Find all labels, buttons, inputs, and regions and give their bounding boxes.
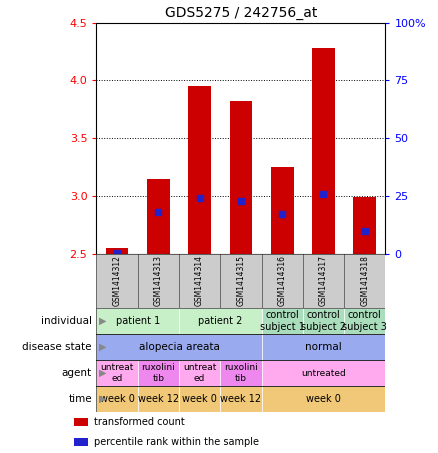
Bar (106, 248, 128, 254)
Bar (220, 254, 261, 308)
Text: disease state: disease state (22, 342, 92, 352)
Bar (74, 418, 88, 426)
Bar (96, 360, 138, 386)
Text: week 0: week 0 (306, 394, 341, 404)
Text: agent: agent (62, 368, 92, 378)
Text: untreat
ed: untreat ed (183, 363, 216, 383)
Bar (96, 386, 138, 412)
Text: week 12: week 12 (220, 394, 261, 404)
Bar (271, 167, 293, 254)
Text: GSM1414315: GSM1414315 (237, 255, 245, 306)
Text: week 0: week 0 (99, 394, 134, 404)
Text: week 0: week 0 (182, 394, 217, 404)
Text: control
subject 1: control subject 1 (260, 310, 305, 332)
Text: ▶: ▶ (99, 394, 106, 404)
Bar (261, 386, 385, 412)
Bar (312, 48, 335, 254)
Bar (179, 360, 220, 386)
Bar (303, 254, 344, 308)
Text: patient 2: patient 2 (198, 316, 243, 326)
Text: normal: normal (305, 342, 342, 352)
Text: percentile rank within the sample: percentile rank within the sample (95, 437, 259, 447)
Bar (96, 254, 138, 308)
Text: ▶: ▶ (99, 368, 106, 378)
Bar (353, 197, 376, 254)
Text: control
subject 3: control subject 3 (343, 310, 387, 332)
Text: individual: individual (41, 316, 92, 326)
Bar (344, 254, 385, 308)
Bar (138, 254, 179, 308)
Text: GSM1414313: GSM1414313 (154, 255, 163, 306)
Text: untreat
ed: untreat ed (100, 363, 134, 383)
Bar (230, 101, 252, 254)
Text: time: time (68, 394, 92, 404)
Bar (188, 86, 211, 254)
Text: untreated: untreated (301, 369, 346, 378)
Text: ruxolini
tib: ruxolini tib (141, 363, 175, 383)
Text: GSM1414316: GSM1414316 (278, 255, 287, 306)
Text: control
subject 2: control subject 2 (301, 310, 346, 332)
Bar (220, 360, 261, 386)
Bar (179, 386, 220, 412)
Bar (261, 334, 385, 360)
Text: transformed count: transformed count (95, 417, 185, 427)
Bar (179, 254, 220, 308)
Text: GSM1414312: GSM1414312 (113, 255, 121, 306)
Title: GDS5275 / 242756_at: GDS5275 / 242756_at (165, 6, 317, 20)
Text: ▶: ▶ (99, 316, 106, 326)
Text: week 12: week 12 (138, 394, 179, 404)
Bar (74, 438, 88, 446)
Text: ▶: ▶ (99, 342, 106, 352)
Text: ruxolini
tib: ruxolini tib (224, 363, 258, 383)
Bar (261, 308, 303, 334)
Text: GSM1414317: GSM1414317 (319, 255, 328, 306)
Text: GSM1414314: GSM1414314 (195, 255, 204, 306)
Bar (96, 308, 179, 334)
Text: patient 1: patient 1 (116, 316, 160, 326)
Bar (147, 178, 170, 254)
Text: alopecia areata: alopecia areata (138, 342, 219, 352)
Bar (220, 386, 261, 412)
Bar (261, 254, 303, 308)
Bar (303, 308, 344, 334)
Bar (179, 308, 261, 334)
Bar (138, 360, 179, 386)
Bar (344, 308, 385, 334)
Text: GSM1414318: GSM1414318 (360, 255, 369, 306)
Bar (261, 360, 385, 386)
Bar (96, 334, 261, 360)
Bar (138, 386, 179, 412)
